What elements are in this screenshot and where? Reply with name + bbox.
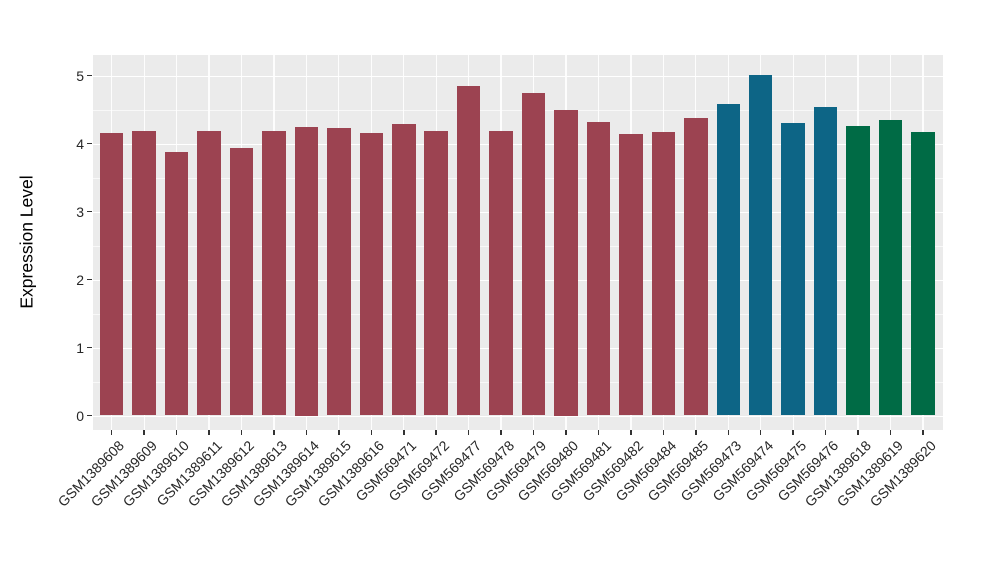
x-tick-mark (240, 430, 243, 435)
x-tick-mark (338, 430, 340, 435)
y-tick-label: 2 (76, 271, 84, 288)
y-tick-label: 3 (76, 203, 84, 220)
gridline-minor (93, 313, 943, 315)
x-tick-mark (110, 430, 113, 435)
gridline-major (93, 211, 943, 213)
x-tick-mark (565, 430, 567, 435)
gridline-major (93, 415, 943, 417)
y-tick-mark (87, 74, 92, 77)
x-tick-mark (467, 430, 470, 435)
x-tick-mark (630, 430, 632, 435)
bar (294, 126, 319, 416)
x-tick-mark (208, 430, 210, 435)
x-tick-mark (532, 430, 535, 435)
y-tick-label: 4 (76, 135, 84, 152)
bar (748, 74, 773, 416)
bar (392, 124, 416, 416)
x-tick-mark (500, 430, 502, 435)
x-tick-mark (305, 430, 308, 435)
bar (554, 109, 578, 416)
gridline-major (93, 347, 943, 349)
bar (911, 131, 935, 416)
bar (781, 123, 805, 416)
x-tick-mark (662, 430, 665, 435)
bar (586, 122, 611, 416)
gridline-minor (93, 245, 943, 247)
bar (456, 85, 481, 416)
x-tick-mark (792, 430, 794, 435)
gridline-minor (93, 177, 943, 179)
y-axis-title: Expression Level (16, 175, 37, 309)
gridline-major (93, 143, 943, 145)
x-tick-mark (727, 430, 729, 435)
bar (846, 125, 870, 416)
bar (813, 106, 838, 416)
gridline-major (93, 279, 943, 281)
bar (424, 131, 448, 416)
bar (684, 117, 708, 416)
y-tick-mark (87, 346, 92, 349)
y-tick-mark (87, 278, 92, 281)
x-tick-mark (857, 430, 859, 435)
x-tick-mark (435, 430, 437, 435)
y-tick-label: 0 (76, 407, 84, 424)
bar (229, 147, 254, 416)
bar (521, 93, 546, 416)
bar (132, 131, 156, 416)
x-tick-mark (889, 430, 892, 435)
x-tick-mark (922, 430, 924, 435)
x-tick-mark (273, 430, 275, 435)
x-tick-mark (597, 430, 600, 435)
y-tick-mark (87, 142, 92, 145)
bar (197, 130, 221, 416)
x-tick-mark (175, 430, 178, 435)
y-tick-mark (87, 414, 92, 417)
x-tick-mark (759, 430, 762, 435)
bar (878, 119, 903, 416)
gridline-minor (93, 381, 943, 383)
y-tick-label: 5 (76, 67, 84, 84)
y-tick-label: 1 (76, 339, 84, 356)
bar (262, 131, 286, 416)
bar (716, 104, 740, 416)
x-tick-mark (143, 430, 145, 435)
y-tick-mark (87, 210, 92, 213)
bar (489, 131, 513, 416)
bar (99, 133, 124, 416)
x-tick-mark (403, 430, 405, 435)
plot-panel (93, 55, 943, 430)
x-tick-mark (370, 430, 373, 435)
x-tick-mark (695, 430, 697, 435)
bar (164, 151, 189, 416)
bar (359, 132, 384, 416)
bar (327, 127, 351, 416)
bar (619, 133, 643, 416)
gridline-minor (93, 109, 943, 111)
gridline-major (93, 75, 943, 77)
x-tick-mark (824, 430, 827, 435)
bar (651, 131, 676, 416)
